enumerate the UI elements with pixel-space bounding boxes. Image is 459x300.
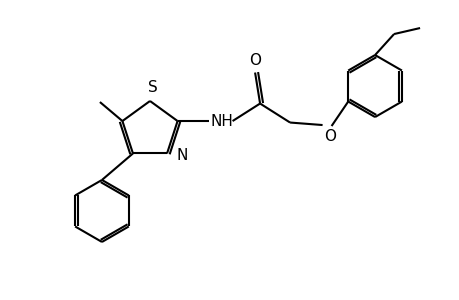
Text: O: O <box>324 129 336 144</box>
Text: O: O <box>248 52 261 68</box>
Text: N: N <box>176 148 187 164</box>
Text: NH: NH <box>210 113 232 128</box>
Text: S: S <box>147 80 157 95</box>
